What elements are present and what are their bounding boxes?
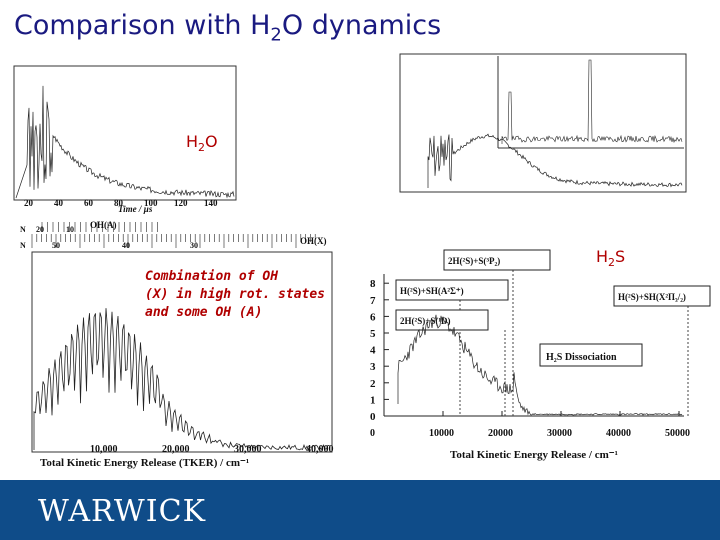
- oh-comb-tick-label: N: [20, 241, 26, 250]
- h2s-x-tick-label: 30000: [547, 428, 572, 439]
- footer-bar: WARWICK: [0, 480, 720, 540]
- oh-note-line: and some OH (A): [145, 305, 263, 320]
- threshold-label: H(²S)+SH(X²Π₃/₂): [618, 292, 686, 302]
- h2s-y-tick-label: 6: [370, 311, 376, 323]
- oh-comb-tick-label: 30: [190, 241, 198, 250]
- h2o-tof-xlabel: Time / µs: [118, 204, 153, 214]
- h2o-tof-tick-label: 40: [54, 198, 64, 208]
- h2s-y-tick-label: 0: [370, 411, 376, 423]
- h2s-xlabel: Total Kinetic Energy Release / cm⁻¹: [450, 449, 618, 461]
- h2o-tker-xlabel: Total Kinetic Energy Release (TKER) / cm…: [40, 457, 249, 469]
- h2s-tof-trace: [427, 133, 683, 188]
- threshold-label: H(²S)+SH(A²Σ⁺): [400, 286, 464, 296]
- oh-rotational-combs: [31, 222, 316, 248]
- h2s-x-ticks: 0 10000 20000 30000 40000 50000: [370, 411, 690, 439]
- h2s-y-tick-label: 2: [370, 378, 376, 390]
- h2s-x-tick-label: 50000: [665, 428, 690, 439]
- h2o-tker-tick-label: 20,000: [162, 444, 190, 455]
- slide-title: Comparison with H2O dynamics: [14, 10, 442, 46]
- h2s-tof-inset: [399, 53, 687, 193]
- oh-comb-tick-label: 50: [52, 241, 60, 250]
- h2o-tker-tick-label: 40,000: [306, 444, 334, 455]
- oh-note-line: Combination of OH: [145, 269, 279, 284]
- h2o-tof-tick-label: 20: [24, 198, 34, 208]
- h2s-tof-inset-trace: [501, 59, 683, 144]
- h2s-y-tick-label: 5: [370, 328, 376, 340]
- h2o-tker-trace: [33, 308, 330, 451]
- h2s-x-tick-label: 0: [370, 428, 375, 439]
- oh-x-label: OH(X): [300, 236, 327, 246]
- h2o-tof-plot: 20 40 60 80 100 120 140 Time / µs: [13, 65, 237, 214]
- h2o-tof-tick-label: 120: [174, 198, 188, 208]
- oh-comb-tick-label: N: [20, 225, 26, 234]
- threshold-label: 2H(²S)+S(³P₂): [448, 256, 500, 266]
- h2s-y-tick-label: 8: [370, 278, 376, 290]
- oh-note: Combination of OH (X) in high rot. state…: [145, 268, 325, 322]
- h2s-x-tick-label: 20000: [488, 428, 513, 439]
- h2s-tker-plot: 0 1 2 3 4 5 6 7 8 0 10000 20000 30000 40000 50000 2H(…: [370, 249, 711, 461]
- h2s-y-tick-label: 3: [370, 361, 376, 373]
- h2o-tker-tick-label: 10,000: [90, 444, 118, 455]
- oh-comb-tick-label: 20: [36, 225, 44, 234]
- oh-comb-labels: N 20 10 N 50 40 30: [20, 225, 198, 250]
- h2o-tof-tick-label: 80: [114, 198, 124, 208]
- h2s-x-tick-label: 10000: [429, 428, 454, 439]
- h2o-tof-tick-label: 140: [204, 198, 218, 208]
- oh-comb-tick-label: 10: [66, 225, 74, 234]
- oh-comb-tick-label: 40: [122, 241, 130, 250]
- oh-a-label: OH(A): [90, 220, 117, 230]
- h2o-tker-tick-label: 30,000: [234, 444, 262, 455]
- h2s-y-tick-label: 4: [370, 345, 376, 357]
- h2o-tker-plot: OH(A) OH(X) N 20 10 N 50 40 30 10,000 20,000 30,…: [20, 220, 334, 469]
- h2s-y-tick-label: 7: [370, 295, 376, 307]
- oh-note-line: (X) in high rot. states: [145, 287, 326, 302]
- h2o-tof-tick-label: 100: [144, 198, 158, 208]
- warwick-logo: WARWICK: [38, 494, 206, 529]
- threshold-label: 2H(²S)+S(¹D): [400, 316, 451, 326]
- h2o-tof-trace: [15, 85, 235, 199]
- h2s-tker-trace: [397, 314, 683, 416]
- h2o-tker-x-ticks: 10,000 20,000 30,000 40,000: [90, 444, 334, 455]
- h2o-tof-x-ticks: 20 40 60 80 100 120 140: [24, 198, 218, 208]
- h2s-label: H2S: [596, 247, 626, 270]
- h2o-tof-tick-label: 60: [84, 198, 94, 208]
- threshold-lines: 2H(²S)+S(³P₂) H(²S)+SH(A²Σ⁺) 2H(²S)+S(¹D) H…: [395, 249, 711, 416]
- h2s-y-ticks: 0 1 2 3 4 5 6 7 8: [370, 278, 389, 423]
- h2s-legend: H₂S Dissociation: [546, 352, 617, 363]
- h2o-label: H2O: [186, 132, 218, 155]
- h2s-x-tick-label: 40000: [606, 428, 631, 439]
- h2s-y-tick-label: 1: [370, 394, 376, 406]
